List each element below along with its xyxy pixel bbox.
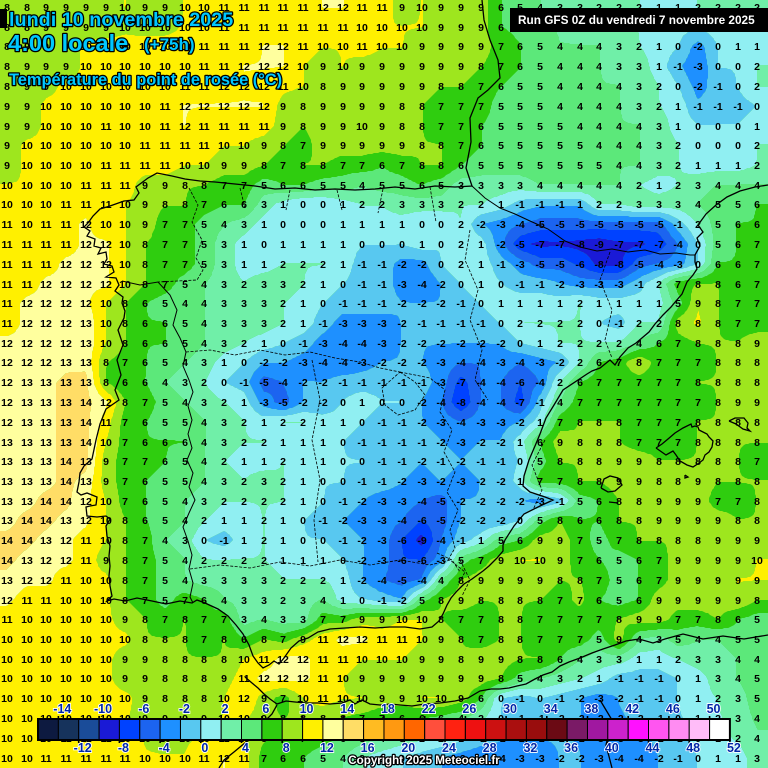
svg-text:14: 14 (340, 702, 354, 716)
svg-text:32: 32 (523, 741, 537, 755)
svg-text:24: 24 (442, 741, 456, 755)
svg-text:-2: -2 (179, 702, 190, 716)
svg-text:Copyright 2025 Meteociel.fr: Copyright 2025 Meteociel.fr (348, 754, 500, 767)
svg-text:2: 2 (222, 702, 229, 716)
svg-text:Run GFS 0Z du vendredi 7 novem: Run GFS 0Z du vendredi 7 novembre 2025 (518, 13, 755, 27)
svg-text:-10: -10 (94, 702, 112, 716)
svg-text:38: 38 (584, 702, 598, 716)
svg-text:16: 16 (361, 741, 375, 755)
svg-text:12: 12 (320, 741, 334, 755)
svg-text:-8: -8 (118, 741, 129, 755)
svg-text:Température du point de rosée: Température du point de rosée (°C) (9, 71, 282, 89)
svg-text:20: 20 (401, 741, 415, 755)
svg-text:48: 48 (686, 741, 700, 755)
svg-text:50: 50 (707, 702, 721, 716)
svg-text:(+75h): (+75h) (144, 35, 195, 54)
svg-text:4: 4 (242, 741, 249, 755)
svg-text:-14: -14 (53, 702, 71, 716)
svg-text:-4: -4 (159, 741, 170, 755)
svg-text:lundi 10 novembre 2025: lundi 10 novembre 2025 (9, 9, 233, 31)
svg-text:6: 6 (262, 702, 269, 716)
svg-text:0: 0 (201, 741, 208, 755)
svg-text:44: 44 (646, 741, 660, 755)
svg-text:36: 36 (564, 741, 578, 755)
svg-text:42: 42 (625, 702, 639, 716)
svg-text:22: 22 (422, 702, 436, 716)
svg-text:28: 28 (483, 741, 497, 755)
svg-text:18: 18 (381, 702, 395, 716)
svg-text:30: 30 (503, 702, 517, 716)
svg-text:10: 10 (300, 702, 314, 716)
svg-text:-6: -6 (138, 702, 149, 716)
svg-text:34: 34 (544, 702, 558, 716)
svg-text:8: 8 (283, 741, 290, 755)
svg-text:46: 46 (666, 702, 680, 716)
svg-text:4:00 locale: 4:00 locale (8, 30, 128, 56)
svg-text:40: 40 (605, 741, 619, 755)
svg-text:26: 26 (462, 702, 476, 716)
svg-text:52: 52 (727, 741, 741, 755)
svg-text:-12: -12 (74, 741, 92, 755)
